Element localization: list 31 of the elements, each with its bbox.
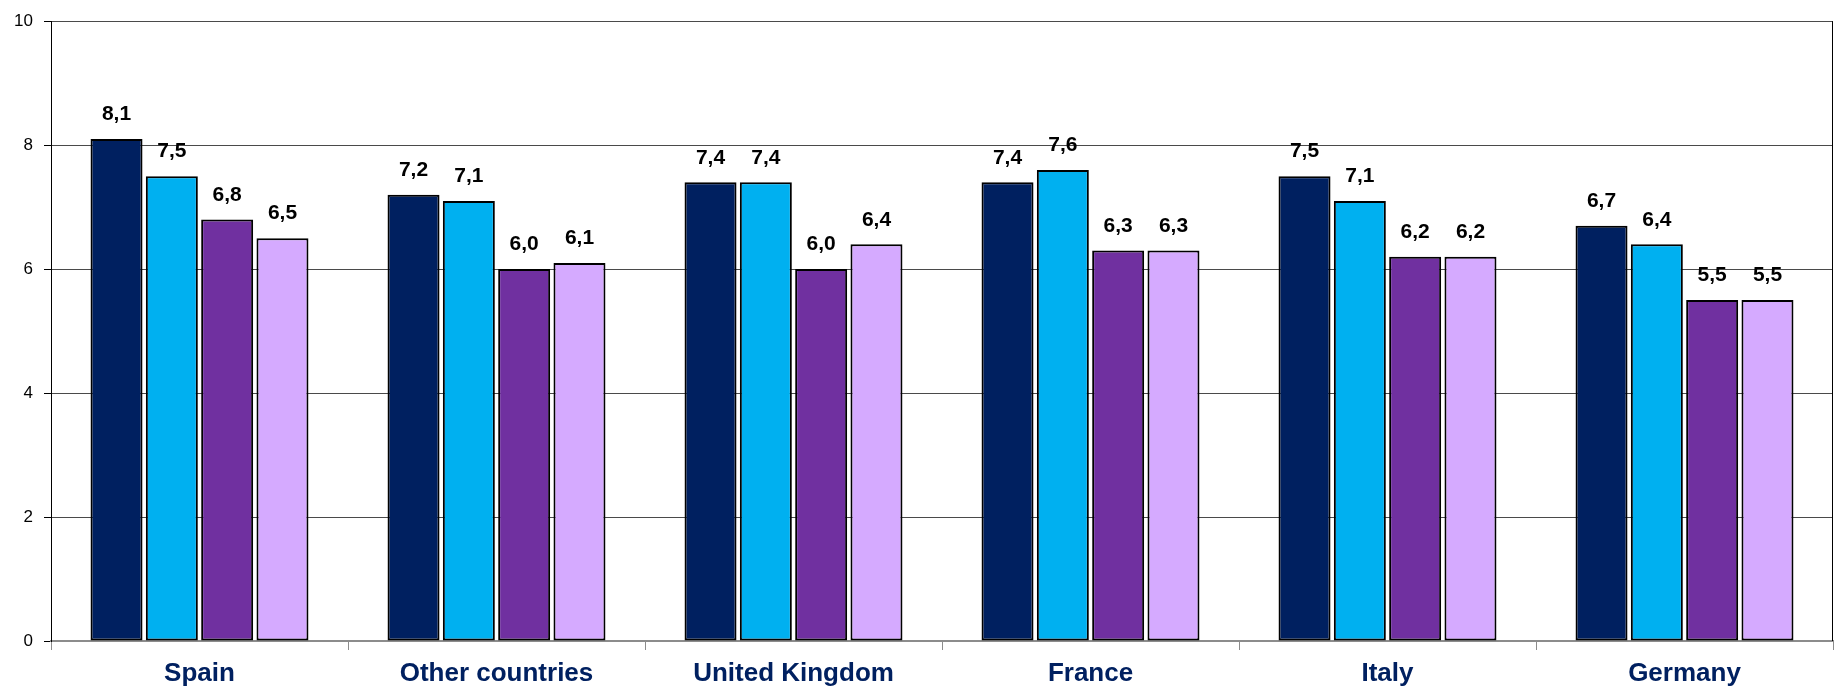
data-label: 6,3 [1158,212,1189,236]
x-tick-label: France [1047,656,1134,687]
x-tick-label: United Kingdom [693,656,894,687]
x-tick-label: Other countries [399,656,594,687]
y-tick-label: 2 [23,506,33,526]
y-tick-label: 10 [14,10,33,30]
data-label: 7,2 [398,157,429,181]
x-tick-label: Germany [1628,656,1742,687]
y-tick-label: 0 [23,630,33,650]
x-tick-label: Spain [164,656,235,687]
y-tick-label: 8 [23,134,33,154]
data-label: 6,0 [509,231,539,255]
data-label: 6,3 [1103,212,1133,236]
data-label: 7,4 [992,144,1023,168]
data-label: 6,4 [1642,206,1672,230]
x-tick-label: Italy [1361,656,1415,687]
y-tick-label: 4 [23,382,33,402]
data-label: 6,4 [861,206,892,230]
data-label: 8,1 [101,101,132,125]
data-label: 6,7 [1586,188,1617,212]
data-label: 7,1 [454,163,484,187]
data-label: 6,2 [1455,219,1486,243]
y-tick-label: 6 [23,258,33,278]
data-label: 6,1 [564,225,595,249]
data-label: 7,4 [751,144,781,168]
data-label: 6,5 [267,200,298,224]
data-label: 7,1 [1345,163,1375,187]
data-label: 6,2 [1400,219,1430,243]
data-label: 7,4 [695,144,726,168]
data-label: 6,8 [212,181,243,205]
data-label: 6,0 [806,231,836,255]
